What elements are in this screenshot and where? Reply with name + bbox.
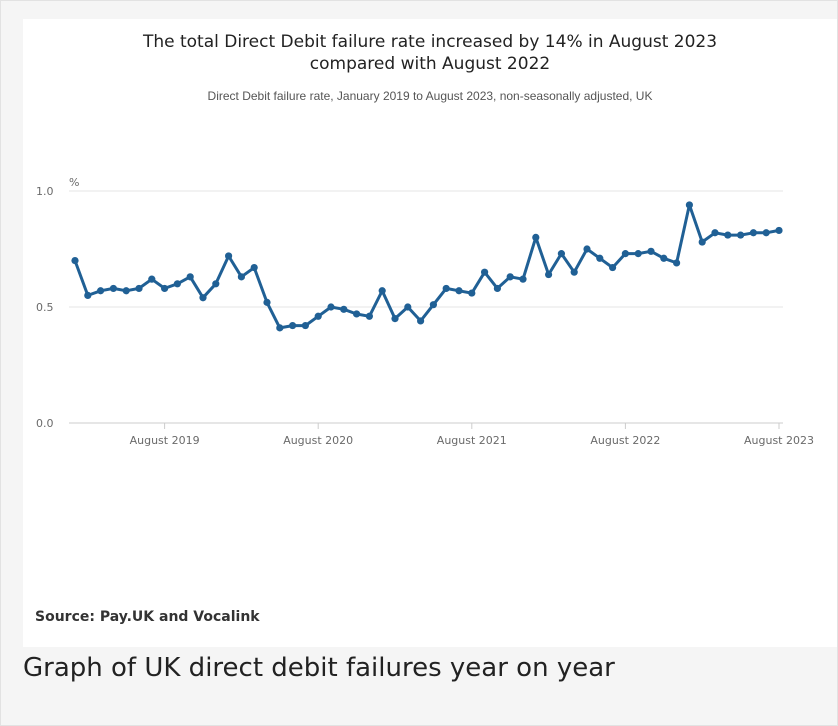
data-point [250,263,258,272]
data-point [737,231,745,239]
data-point [84,291,92,299]
data-point [545,270,553,279]
data-point [276,324,284,332]
data-point [685,201,694,209]
data-point [378,287,386,295]
data-point [660,254,668,262]
data-point [340,305,348,313]
data-point [698,238,706,246]
data-point [570,268,578,276]
data-point [212,280,220,288]
data-point [762,229,770,237]
x-tick-label: August 2019 [130,434,200,447]
chart-title: The total Direct Debit failure rate incr… [142,32,718,74]
data-point [442,284,450,293]
data-point [455,287,463,295]
x-tick-label: August 2020 [283,434,353,447]
chart-card: The total Direct Debit failure rate incr… [23,19,837,647]
data-point [97,287,105,295]
x-tick-label: August 2021 [437,434,507,447]
data-point [225,252,233,260]
data-point [122,287,130,295]
data-point [199,294,207,302]
data-point [532,233,540,241]
data-point [583,245,591,253]
data-point [135,284,143,293]
data-point [404,303,412,311]
data-point [289,321,297,330]
data-point [353,310,361,318]
data-point [417,317,425,325]
data-point [621,250,630,258]
data-point [237,273,245,281]
data-point [365,312,373,320]
data-point [148,275,156,283]
x-tick-label: August 2022 [590,434,660,447]
data-point [775,226,783,235]
data-point [327,303,335,311]
data-point [557,250,566,258]
data-point [109,284,117,293]
line-chart: 0.0 0.5 1.0% August 2019 August 2020 August 2… [36,176,814,447]
data-point [263,298,271,306]
data-point [711,229,719,237]
data-point [314,312,322,320]
y-tick-label: 0.0 [36,417,54,430]
x-tick-label: August 2023 [744,434,814,447]
source-note: Source: Pay.UK and Vocalink [35,609,260,625]
data-point [173,280,181,288]
data-point [519,275,527,283]
data-point [161,284,169,293]
chart-subtitle: Direct Debit failure rate, January 2019 … [207,89,653,103]
data-point [609,263,617,272]
data-point [647,247,655,255]
data-point [301,321,309,330]
data-point [468,289,476,297]
data-point [749,229,758,237]
y-tick-label: 1.0 [36,185,54,198]
figure-caption: Graph of UK direct debit failures year o… [23,653,615,683]
data-point [186,273,194,281]
data-point [724,231,732,239]
data-point [481,268,489,276]
series-line [73,203,780,330]
data-point [429,301,437,309]
y-tick-label: 0.5 [36,301,54,314]
data-point [596,254,604,262]
data-point [673,259,681,267]
data-point [493,284,501,293]
data-point [634,250,642,258]
data-point [71,257,79,265]
data-point [391,315,399,323]
y-axis-unit: % [69,176,79,189]
data-point [506,273,514,281]
